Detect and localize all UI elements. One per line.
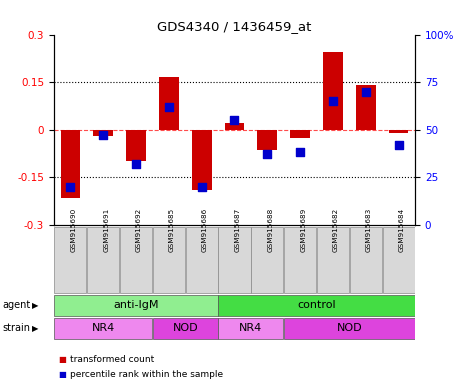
Text: GSM915690: GSM915690 xyxy=(70,208,76,252)
Bar xyxy=(153,227,185,293)
Text: transformed count: transformed count xyxy=(70,354,155,364)
Bar xyxy=(87,227,119,293)
Text: control: control xyxy=(297,300,336,310)
Text: GSM915684: GSM915684 xyxy=(399,208,405,252)
Text: GSM915691: GSM915691 xyxy=(103,208,109,252)
Text: ▶: ▶ xyxy=(32,301,38,310)
Bar xyxy=(186,227,218,293)
Point xyxy=(198,184,205,190)
Text: GSM915688: GSM915688 xyxy=(267,208,273,252)
Bar xyxy=(317,227,349,293)
Bar xyxy=(383,227,415,293)
Point xyxy=(67,184,74,190)
Text: NOD: NOD xyxy=(173,323,198,333)
Bar xyxy=(251,227,283,293)
Text: GSM915682: GSM915682 xyxy=(333,208,339,252)
Bar xyxy=(323,52,343,130)
Text: anti-IgM: anti-IgM xyxy=(113,300,159,310)
Point xyxy=(329,98,337,104)
Bar xyxy=(153,318,218,339)
Point xyxy=(165,104,173,110)
Text: GSM915683: GSM915683 xyxy=(366,208,372,252)
Point xyxy=(99,132,107,138)
Text: NR4: NR4 xyxy=(239,323,263,333)
Bar xyxy=(159,77,179,130)
Bar xyxy=(257,130,277,150)
Text: GSM915687: GSM915687 xyxy=(234,208,241,252)
Bar xyxy=(61,130,80,198)
Text: ▶: ▶ xyxy=(32,324,38,333)
Bar xyxy=(356,85,376,130)
Text: GSM915692: GSM915692 xyxy=(136,208,142,252)
Text: NR4: NR4 xyxy=(91,323,115,333)
Point xyxy=(264,151,271,157)
Bar xyxy=(54,295,218,316)
Text: GSM915689: GSM915689 xyxy=(300,208,306,252)
Text: ■: ■ xyxy=(59,370,67,379)
Point xyxy=(395,142,402,148)
Bar xyxy=(389,130,408,133)
Text: ■: ■ xyxy=(59,354,67,364)
Text: strain: strain xyxy=(2,323,30,333)
Bar xyxy=(225,123,244,130)
Bar xyxy=(93,130,113,136)
Bar xyxy=(219,318,283,339)
Bar xyxy=(126,130,146,161)
Bar xyxy=(290,130,310,137)
Text: percentile rank within the sample: percentile rank within the sample xyxy=(70,370,223,379)
Bar xyxy=(54,227,86,293)
Bar xyxy=(219,227,250,293)
Point xyxy=(132,161,140,167)
Title: GDS4340 / 1436459_at: GDS4340 / 1436459_at xyxy=(157,20,312,33)
Text: NOD: NOD xyxy=(337,323,362,333)
Bar xyxy=(192,130,212,190)
Bar xyxy=(284,227,316,293)
Point xyxy=(362,89,370,95)
Point xyxy=(231,117,238,123)
Bar xyxy=(350,227,382,293)
Bar xyxy=(120,227,152,293)
Text: GSM915686: GSM915686 xyxy=(202,208,208,252)
Text: GSM915685: GSM915685 xyxy=(169,208,175,252)
Bar xyxy=(219,295,415,316)
Point xyxy=(296,149,304,156)
Bar xyxy=(284,318,415,339)
Bar xyxy=(54,318,152,339)
Text: agent: agent xyxy=(2,300,30,310)
